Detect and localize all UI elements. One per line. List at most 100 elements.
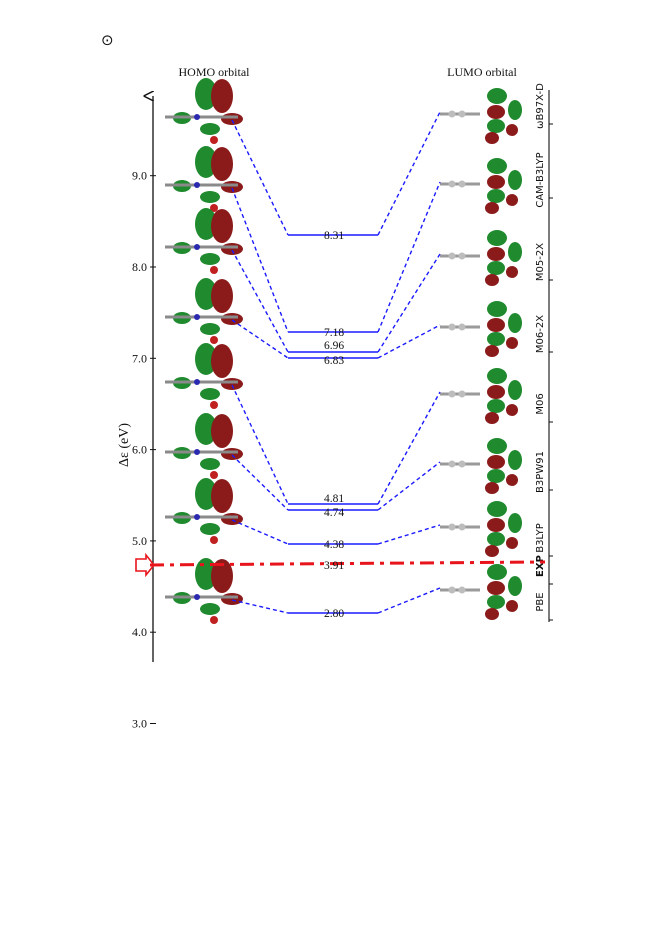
homo-lobe xyxy=(211,279,233,313)
lumo-lobe xyxy=(487,230,507,246)
homo-orbital-picture xyxy=(165,146,243,212)
homo-lobe xyxy=(221,181,243,193)
homo-lobe xyxy=(211,559,233,593)
homo-connector xyxy=(231,599,289,614)
method-label: M06 xyxy=(535,393,546,414)
atom xyxy=(194,514,200,520)
gap-value-label: 4.74 xyxy=(324,507,344,519)
lumo-orbital-picture xyxy=(440,301,522,357)
lumo-column-label: LUMO orbital xyxy=(447,65,517,79)
atom xyxy=(210,136,218,144)
homo-orbital-picture xyxy=(165,208,243,274)
lumo-lobe xyxy=(508,242,522,262)
method-label: CAM-B3LYP xyxy=(535,152,546,207)
lumo-lobe xyxy=(487,438,507,454)
atom xyxy=(458,460,466,468)
lumo-lobe xyxy=(506,124,518,136)
homo-lobe xyxy=(211,147,233,181)
homo-lobe xyxy=(200,191,220,203)
y-ticks: 3.0 4.0 5.0 6.0 7.0 8.0 9.0 xyxy=(132,169,156,731)
homo-lobe xyxy=(200,603,220,615)
lumo-lobe xyxy=(485,482,499,494)
lumo-lobe xyxy=(506,537,518,549)
homo-lobe xyxy=(195,413,217,445)
atom xyxy=(448,523,456,531)
homo-lobe xyxy=(200,253,220,265)
lumo-lobe xyxy=(487,158,507,174)
gap-value-label: 6.83 xyxy=(324,355,344,367)
gap-value-label: 7.18 xyxy=(324,327,344,339)
homo-connector xyxy=(231,187,289,333)
y-tick-label: 5.0 xyxy=(132,534,147,548)
atom xyxy=(448,110,456,118)
method-label: M06-2X xyxy=(535,315,546,353)
lumo-lobe xyxy=(487,368,507,384)
y-tick-label: 4.0 xyxy=(132,625,147,639)
lumo-lobe xyxy=(506,404,518,416)
lumo-lobe xyxy=(506,474,518,486)
atom xyxy=(194,314,200,320)
atom xyxy=(458,586,466,594)
gap-value-label: 4.81 xyxy=(324,493,344,505)
lumo-lobe xyxy=(508,513,522,533)
lumo-lobe xyxy=(487,301,507,317)
homo-orbital-picture xyxy=(165,478,243,544)
atom xyxy=(458,390,466,398)
atom xyxy=(210,336,218,344)
homo-lobe xyxy=(200,523,220,535)
homo-connector xyxy=(231,319,289,359)
lumo-orbital-picture xyxy=(440,230,522,286)
lumo-lobe xyxy=(487,175,505,189)
homo-lobe xyxy=(221,113,243,125)
atom xyxy=(210,204,218,212)
atom xyxy=(458,110,466,118)
homo-connector xyxy=(231,249,289,353)
lumo-lobe xyxy=(508,100,522,120)
y-tick-label: 9.0 xyxy=(132,169,147,183)
atom xyxy=(194,594,200,600)
homo-column-label: HOMO orbital xyxy=(179,65,251,79)
lumo-lobe xyxy=(506,194,518,206)
homo-lobe xyxy=(195,478,217,510)
atom xyxy=(458,523,466,531)
homo-lobe xyxy=(200,388,220,400)
atom xyxy=(448,323,456,331)
lumo-connector xyxy=(377,461,441,511)
exp-level-line xyxy=(149,560,546,567)
atom xyxy=(210,266,218,274)
homo-orbital-picture xyxy=(165,413,243,479)
corner-symbol: ⊙ xyxy=(101,31,114,49)
homo-lobe xyxy=(195,208,217,240)
lumo-lobe xyxy=(485,345,499,357)
atom xyxy=(458,252,466,260)
lumo-lobe xyxy=(485,608,499,620)
atom xyxy=(448,586,456,594)
y-tick-label: 3.0 xyxy=(132,717,147,731)
lumo-orbital-picture xyxy=(440,438,522,494)
lumo-lobe xyxy=(487,247,505,261)
homo-orbital-picture xyxy=(165,558,243,624)
homo-lobe xyxy=(200,123,220,135)
atom xyxy=(194,449,200,455)
lumo-lobe xyxy=(487,518,505,532)
homo-lobe xyxy=(200,458,220,470)
method-label: M05-2X xyxy=(535,243,546,281)
gap-levels: 8.31 7.186.96 6.83 4.81 4.74 4.38 3.91 2.80 xyxy=(135,111,546,620)
lumo-lobe xyxy=(508,576,522,596)
homo-lobe xyxy=(211,479,233,513)
lumo-lobe xyxy=(506,337,518,349)
lumo-lobe xyxy=(487,455,505,469)
atom xyxy=(194,114,200,120)
homo-lobe xyxy=(221,243,243,255)
lumo-lobe xyxy=(485,132,499,144)
y-tick-label: 7.0 xyxy=(132,351,147,365)
lumo-lobe xyxy=(487,532,505,546)
homo-orbital-picture xyxy=(165,278,243,344)
atom xyxy=(194,182,200,188)
homo-lobe xyxy=(195,78,217,110)
atom xyxy=(194,379,200,385)
lumo-orbital-picture xyxy=(440,564,522,620)
y-tick-label: 6.0 xyxy=(132,443,147,457)
lumo-connector xyxy=(377,111,441,236)
